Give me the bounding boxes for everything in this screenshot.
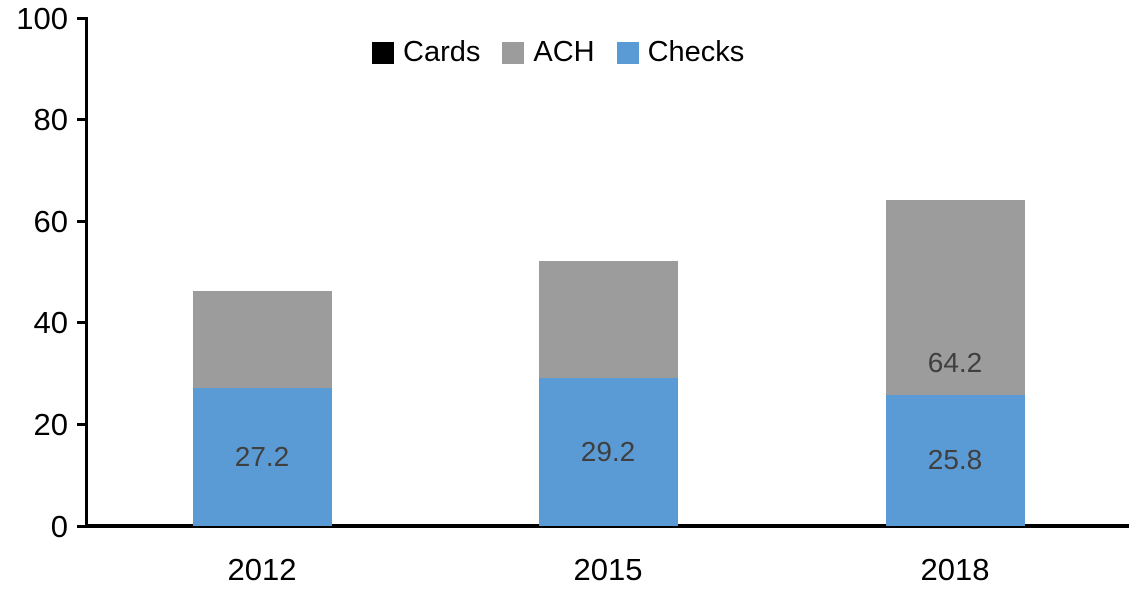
y-axis-tick [77, 524, 86, 528]
x-tick-label-2018: 2018 [920, 552, 990, 587]
y-tick-label: 60 [33, 203, 68, 239]
y-tick-label: 20 [33, 406, 68, 442]
y-axis-tick [77, 422, 86, 426]
bar-segment-checks-2015 [538, 377, 678, 526]
legend-label: Cards [403, 36, 481, 68]
y-tick-label: 40 [33, 305, 68, 341]
y-tick-label: 80 [33, 102, 68, 138]
legend-item-checks: Checks [616, 36, 745, 68]
legend-label: ACH [533, 36, 595, 68]
legend-swatch-ach [502, 41, 525, 64]
bar-data-label: 29.2 [580, 435, 636, 467]
x-axis-line [85, 524, 1129, 528]
legend-item-ach: ACH [502, 36, 595, 68]
bar-data-label: 25.8 [927, 444, 983, 476]
bar-data-label: 64.2 [927, 346, 983, 378]
y-axis-line [85, 17, 88, 527]
chart-legend: Cards ACH Checks [372, 38, 744, 67]
y-axis-tick [77, 118, 86, 122]
y-axis-tick [77, 321, 86, 325]
x-tick-label-2012: 2012 [227, 552, 297, 587]
legend-label: Checks [647, 36, 745, 68]
bar-segment-checks-2018 [885, 394, 1025, 526]
bar-data-label: 27.2 [234, 440, 290, 472]
legend-swatch-checks [616, 41, 639, 64]
y-tick-label: 100 [16, 0, 68, 36]
x-tick-label-2015: 2015 [573, 552, 643, 587]
y-axis-tick [77, 16, 86, 20]
y-axis-tick [77, 219, 86, 223]
legend-item-cards: Cards [372, 38, 480, 67]
y-tick-label: 0 [50, 508, 68, 544]
bar-segment-checks-2012 [192, 387, 332, 526]
legend-swatch-cards [372, 41, 394, 64]
